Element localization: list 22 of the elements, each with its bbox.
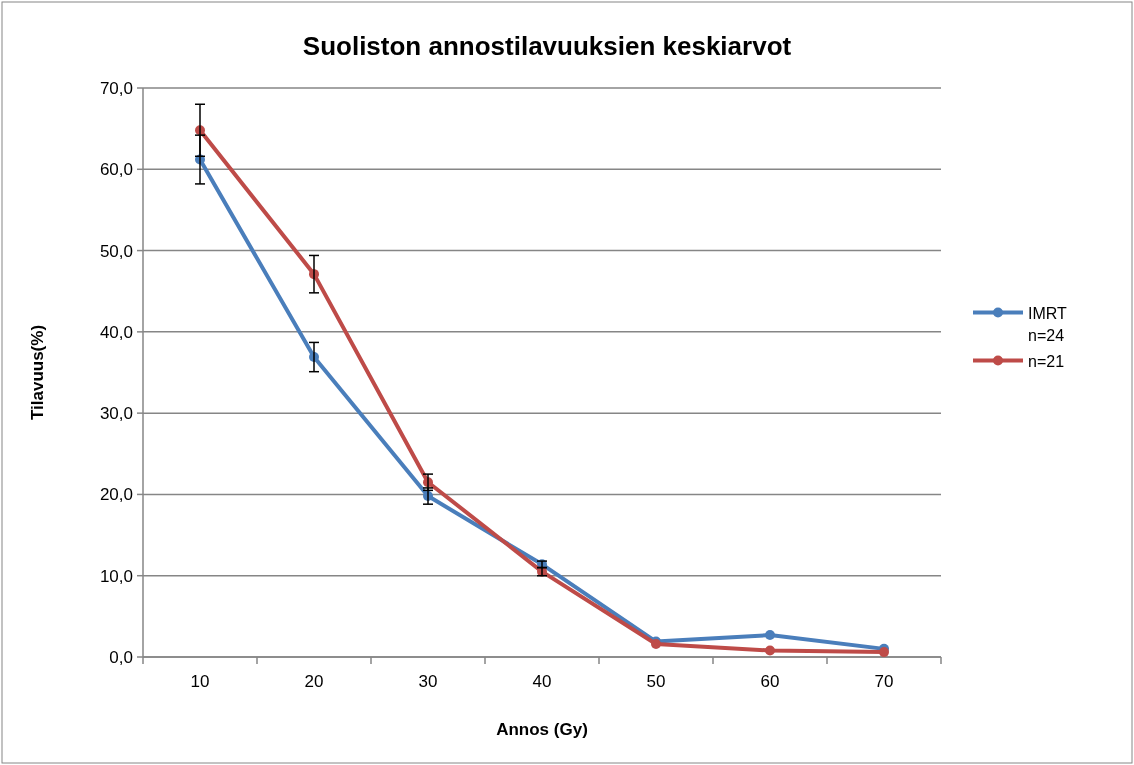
- y-tick-label: 70,0: [99, 78, 133, 98]
- y-tick-label: 50,0: [99, 241, 133, 261]
- legend-label: n=21: [1028, 352, 1065, 370]
- x-axis-title: Annos (Gy): [496, 720, 588, 739]
- chart-title: Suoliston annostilavuuksien keskiarvot: [302, 31, 792, 61]
- point: [765, 645, 775, 656]
- x-tick-label: 10: [190, 672, 210, 691]
- point: [879, 647, 889, 658]
- x-tick-label: 30: [418, 672, 438, 691]
- x-tick-label: 40: [532, 672, 552, 691]
- y-tick-label: 60,0: [99, 160, 133, 180]
- y-tick-label: 10,0: [99, 566, 133, 586]
- y-tick-label: 30,0: [99, 404, 133, 424]
- y-tick-label: 40,0: [99, 322, 133, 342]
- y-axis-title: Tilavuus(%): [28, 324, 47, 421]
- x-tick-label: 20: [304, 672, 324, 691]
- y-tick-label: 0,0: [109, 647, 133, 667]
- x-tick-label: 60: [760, 672, 780, 691]
- x-tick-label: 50: [646, 672, 666, 691]
- y-tick-label: 20,0: [99, 485, 133, 505]
- point: [765, 630, 775, 641]
- x-tick-label: 70: [874, 672, 894, 691]
